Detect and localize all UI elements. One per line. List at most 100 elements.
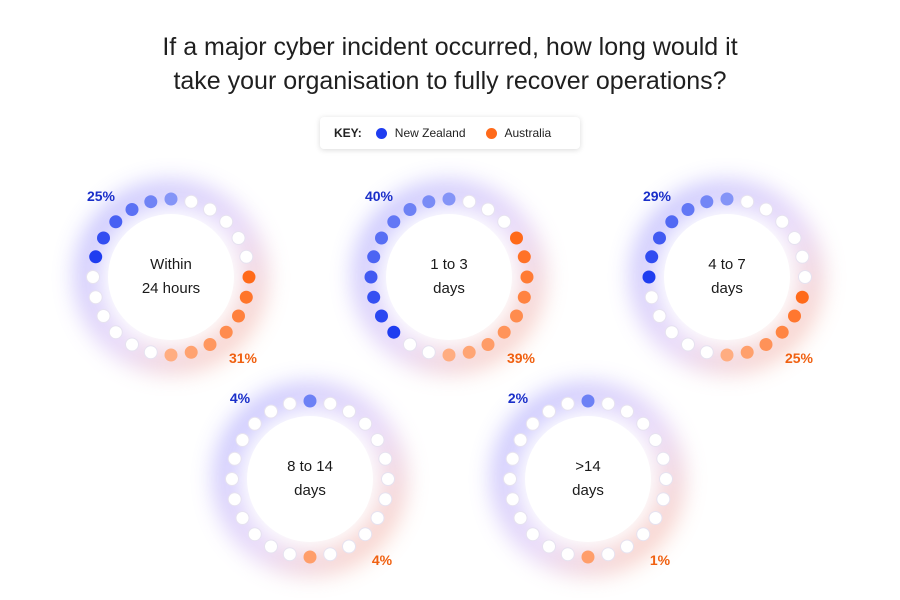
- ring-dot: [342, 539, 356, 554]
- ring-chart-3: 8 to 14 days 4% 4%: [213, 382, 407, 576]
- nz-dot: [97, 231, 110, 245]
- ring-dot: [282, 396, 297, 411]
- category-label: days: [294, 482, 326, 499]
- ring-dot: [542, 404, 556, 419]
- legend-title: KEY:: [334, 126, 362, 140]
- ring-dot: [664, 325, 679, 340]
- ring-dot: [636, 416, 651, 431]
- au-percentage-label: 1%: [650, 552, 671, 568]
- au-dot: [510, 231, 523, 245]
- chart-title: If a major cyber incident occurred, how …: [0, 30, 900, 98]
- nz-dot: [375, 231, 388, 245]
- ring-dot: [108, 325, 123, 340]
- ring-dot: [378, 451, 393, 466]
- au-dot: [759, 338, 773, 351]
- ring-dot: [264, 404, 278, 419]
- ring-dot: [648, 433, 663, 447]
- ring-dot: [659, 472, 673, 486]
- category-label: days: [711, 280, 743, 297]
- au-dot: [517, 290, 531, 304]
- ring-dot: [370, 511, 385, 525]
- ring-dot: [421, 345, 436, 360]
- legend-au-label: Australia: [504, 126, 552, 140]
- au-percentage-label: 31%: [229, 350, 258, 366]
- nz-dot: [387, 215, 401, 229]
- ring-dot: [601, 396, 616, 411]
- au-dot: [184, 345, 198, 359]
- nz-dot: [303, 394, 317, 408]
- ring-dot: [378, 492, 393, 507]
- ring-dot: [358, 416, 373, 431]
- nz-percentage-label: 2%: [508, 390, 529, 406]
- ring-dot: [235, 511, 250, 525]
- ring-dot: [96, 309, 111, 323]
- ring-dot: [370, 433, 385, 447]
- nz-dot: [144, 195, 158, 209]
- au-dot: [775, 325, 789, 339]
- au-dot: [303, 550, 317, 564]
- ring-dot: [235, 433, 250, 447]
- ring-dot: [231, 231, 246, 245]
- ring-dot: [125, 337, 139, 352]
- category-label: days: [433, 280, 465, 297]
- nz-dot: [665, 215, 679, 229]
- nz-dot: [125, 203, 139, 216]
- nz-dot: [422, 195, 436, 209]
- title-line-2: take your organisation to fully recover …: [173, 67, 727, 95]
- nz-dot: [653, 231, 666, 245]
- ring-dot: [264, 539, 278, 554]
- nz-dot: [720, 192, 734, 206]
- ring-dot: [323, 396, 338, 411]
- ring-dot: [358, 527, 373, 542]
- au-dot: [242, 270, 256, 284]
- au-dot: [232, 309, 245, 323]
- ring-dot: [505, 492, 520, 507]
- nz-dot: [581, 394, 595, 408]
- ring-dot: [503, 472, 517, 486]
- ring-dot: [601, 547, 616, 562]
- nz-dot: [645, 250, 659, 264]
- ring-chart-1: 1 to 3 days 40% 39%: [352, 180, 546, 374]
- ring-dot: [282, 547, 297, 562]
- ring-center: [108, 214, 234, 340]
- ring-dot: [227, 451, 242, 466]
- ring-dot: [620, 539, 634, 554]
- au-dot: [520, 270, 534, 284]
- au-dot: [219, 325, 233, 339]
- au-dot: [510, 309, 523, 323]
- ring-dot: [225, 472, 239, 486]
- legend: KEY: New Zealand Australia: [320, 117, 580, 149]
- nz-dot: [364, 270, 378, 284]
- nz-dot: [442, 192, 456, 206]
- au-dot: [239, 290, 253, 304]
- category-label: >14: [575, 458, 600, 475]
- ring-dot: [219, 214, 234, 229]
- ring-center: [525, 416, 651, 542]
- ring-chart-0: Within 24 hours 25% 31%: [74, 180, 268, 374]
- ring-dot: [699, 345, 714, 360]
- au-dot: [740, 345, 754, 359]
- nz-percentage-label: 40%: [365, 188, 394, 204]
- ring-dot: [505, 451, 520, 466]
- au-dot: [788, 309, 801, 323]
- au-dot: [517, 250, 531, 264]
- ring-chart-2: 4 to 7 days 29% 25%: [630, 180, 824, 374]
- nz-dot: [700, 195, 714, 209]
- category-label: Within: [150, 256, 192, 273]
- legend-nz-label: New Zealand: [394, 126, 466, 140]
- ring-dot: [644, 290, 659, 305]
- nz-dot: [109, 215, 123, 229]
- ring-dot: [239, 249, 254, 264]
- ring-dot: [462, 194, 477, 209]
- nz-dot: [164, 192, 178, 206]
- ring-dot: [656, 492, 671, 507]
- ring-center: [386, 214, 512, 340]
- ring-dot: [342, 404, 356, 419]
- category-label: days: [572, 482, 604, 499]
- ring-dot: [656, 451, 671, 466]
- au-dot: [164, 348, 178, 362]
- au-percentage-label: 4%: [372, 552, 393, 568]
- nz-dot: [367, 290, 381, 304]
- ring-dot: [497, 214, 512, 229]
- au-dot: [581, 550, 595, 564]
